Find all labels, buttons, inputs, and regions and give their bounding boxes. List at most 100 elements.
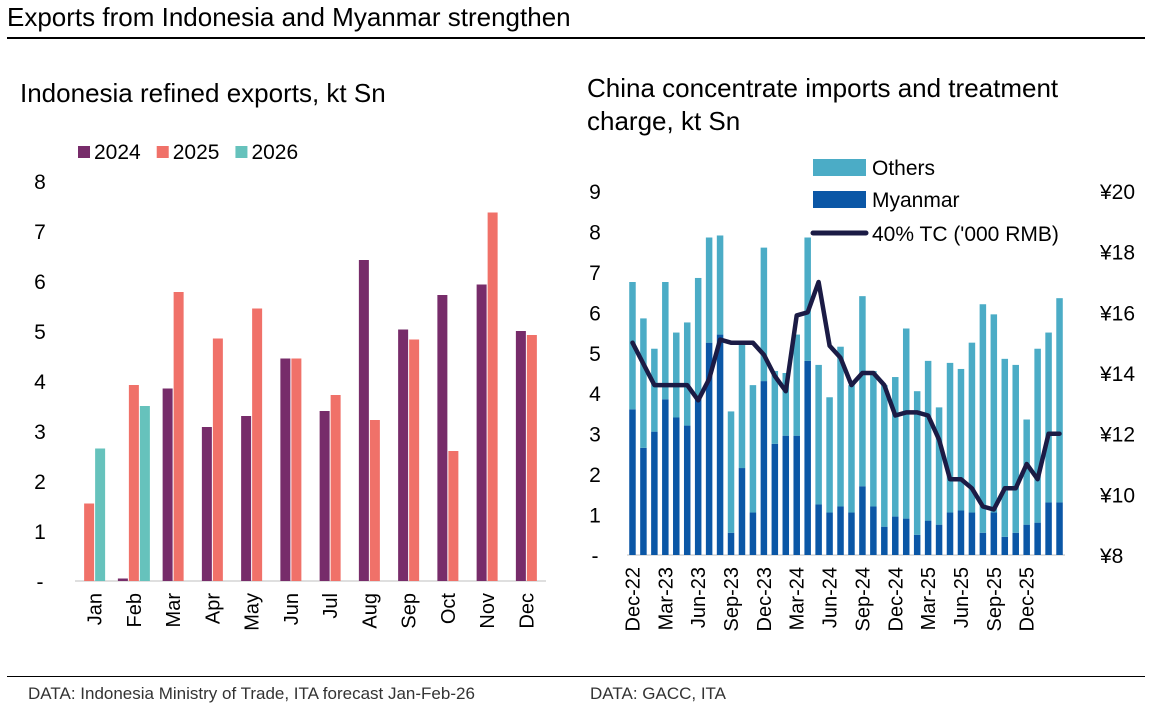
bar-myanmar [881, 526, 888, 555]
bar-myanmar [694, 397, 702, 555]
right-x-tick-label: Dec-25 [1017, 567, 1039, 631]
page-title: Exports from Indonesia and Myanmar stren… [7, 2, 571, 32]
left-x-tick-label: Jun [281, 593, 303, 625]
right-x-tick-label: Mar-24 [787, 567, 809, 630]
legend-swatch-2024 [78, 146, 90, 158]
bar-2024-aug [358, 260, 369, 581]
bar-others [705, 237, 713, 343]
left-y-tick-label: 8 [34, 171, 46, 194]
bar-others [673, 332, 680, 418]
bar-others [859, 296, 866, 487]
bar-others [1023, 419, 1030, 525]
right-y-tick-label: 7 [589, 262, 601, 285]
legend-label-2026: 2026 [251, 141, 298, 164]
right-x-tick-label: Sep-24 [852, 567, 874, 632]
bar-others [716, 235, 724, 335]
left-y-tick-label: 6 [34, 271, 46, 294]
bar-myanmar [1012, 532, 1019, 555]
bar-others [957, 368, 965, 511]
legend-label-2024: 2024 [94, 141, 141, 164]
bar-myanmar [760, 381, 768, 555]
right-y2-tick-label: ¥16 [1099, 302, 1135, 325]
bar-others [837, 346, 844, 507]
bar-myanmar [902, 518, 910, 555]
tc-line [630, 279, 1062, 512]
left-y-tick-label: 1 [34, 521, 46, 544]
bar-myanmar [640, 447, 647, 555]
bar-2024-mar [162, 388, 173, 581]
right-x-tick-label: Jun-24 [820, 567, 842, 628]
bar-others [727, 411, 735, 533]
bar-myanmar [771, 443, 779, 555]
left-x-tick-label: May [242, 593, 264, 631]
legend-swatch-2025 [156, 146, 169, 158]
left-y-tick-label: 2 [34, 471, 46, 494]
bar-others [935, 407, 943, 525]
legend-label-others: Others [872, 157, 935, 180]
right-chart-title: China concentrate imports and treatment … [587, 73, 1059, 136]
bar-myanmar [979, 532, 987, 555]
bar-2025-jul [330, 395, 341, 581]
bar-2025-dec [526, 335, 537, 581]
right-y-tick-label: 9 [589, 181, 601, 204]
bar-2024-oct [437, 295, 448, 581]
bar-others [826, 397, 833, 513]
right-y2-tick-label: ¥20 [1099, 181, 1135, 204]
right-x-tick-label: Dec-23 [754, 567, 776, 631]
bar-2025-may [252, 308, 263, 581]
bar-2026-jan [95, 448, 106, 581]
bar-others [640, 318, 647, 448]
bar-others [848, 385, 855, 513]
bar-myanmar [1056, 502, 1063, 555]
bar-2024-feb [117, 578, 128, 581]
right-x-tick-label: Sep-23 [721, 567, 743, 632]
bar-others [990, 314, 998, 513]
bar-myanmar [705, 342, 713, 555]
left-chart-title: Indonesia refined exports, kt Sn [20, 78, 386, 108]
bar-2025-feb [128, 385, 139, 581]
bar-myanmar [716, 334, 724, 555]
bar-myanmar [673, 417, 680, 555]
bar-myanmar [727, 532, 735, 555]
bar-others [1045, 332, 1052, 503]
bar-others [1056, 298, 1063, 503]
bar-myanmar [749, 512, 757, 555]
right-y-tick-label: 4 [589, 383, 601, 406]
left-y-tick-label: - [37, 571, 44, 594]
bar-myanmar [913, 534, 921, 555]
legend-label-tc: 40% TC ('000 RMB) [872, 223, 1059, 246]
right-y2-tick-label: ¥8 [1099, 545, 1123, 568]
bar-myanmar [1034, 522, 1041, 555]
right-y2-tick-label: ¥12 [1099, 424, 1135, 447]
bar-others [1034, 348, 1041, 523]
left-x-tick-label: Dec [516, 593, 538, 629]
bar-others [968, 342, 976, 513]
bar-myanmar [892, 516, 899, 555]
bar-2024-may [241, 416, 252, 581]
china-imports-chart: - 1 2 3 4 5 6 7 8 9 ¥8 ¥10 ¥12 ¥14 ¥16 ¥18 ¥20 Dec-22 Mar-… [589, 157, 1135, 632]
legend-label-2025: 2025 [173, 141, 220, 164]
bar-myanmar [968, 512, 976, 555]
bar-others [913, 391, 921, 535]
bar-2024-jun [280, 358, 291, 581]
right-y2-tick-label: ¥18 [1099, 242, 1135, 265]
bar-myanmar [848, 512, 855, 555]
right-source-note: DATA: GACC, ITA [590, 684, 727, 703]
right-x-tick-label: Sep-25 [984, 567, 1006, 632]
bar-2025-apr [212, 338, 223, 581]
bar-others [760, 247, 768, 382]
bar-myanmar [662, 399, 669, 555]
bar-2024-apr [201, 427, 212, 581]
bottom-rule [7, 676, 1145, 677]
right-y-tick-label: 8 [589, 221, 601, 244]
bar-others [793, 334, 800, 436]
left-x-tick-label: Jul [320, 593, 342, 619]
right-x-tick-label: Dec-24 [885, 567, 907, 631]
bar-others [1001, 358, 1009, 537]
legend-label-myanmar: Myanmar [872, 189, 960, 212]
left-x-tick-label: Jan [85, 593, 107, 625]
left-x-tick-label: Oct [438, 593, 460, 625]
bar-myanmar [1045, 502, 1052, 555]
left-x-tick-label: Apr [202, 593, 224, 624]
bar-others [738, 344, 746, 469]
